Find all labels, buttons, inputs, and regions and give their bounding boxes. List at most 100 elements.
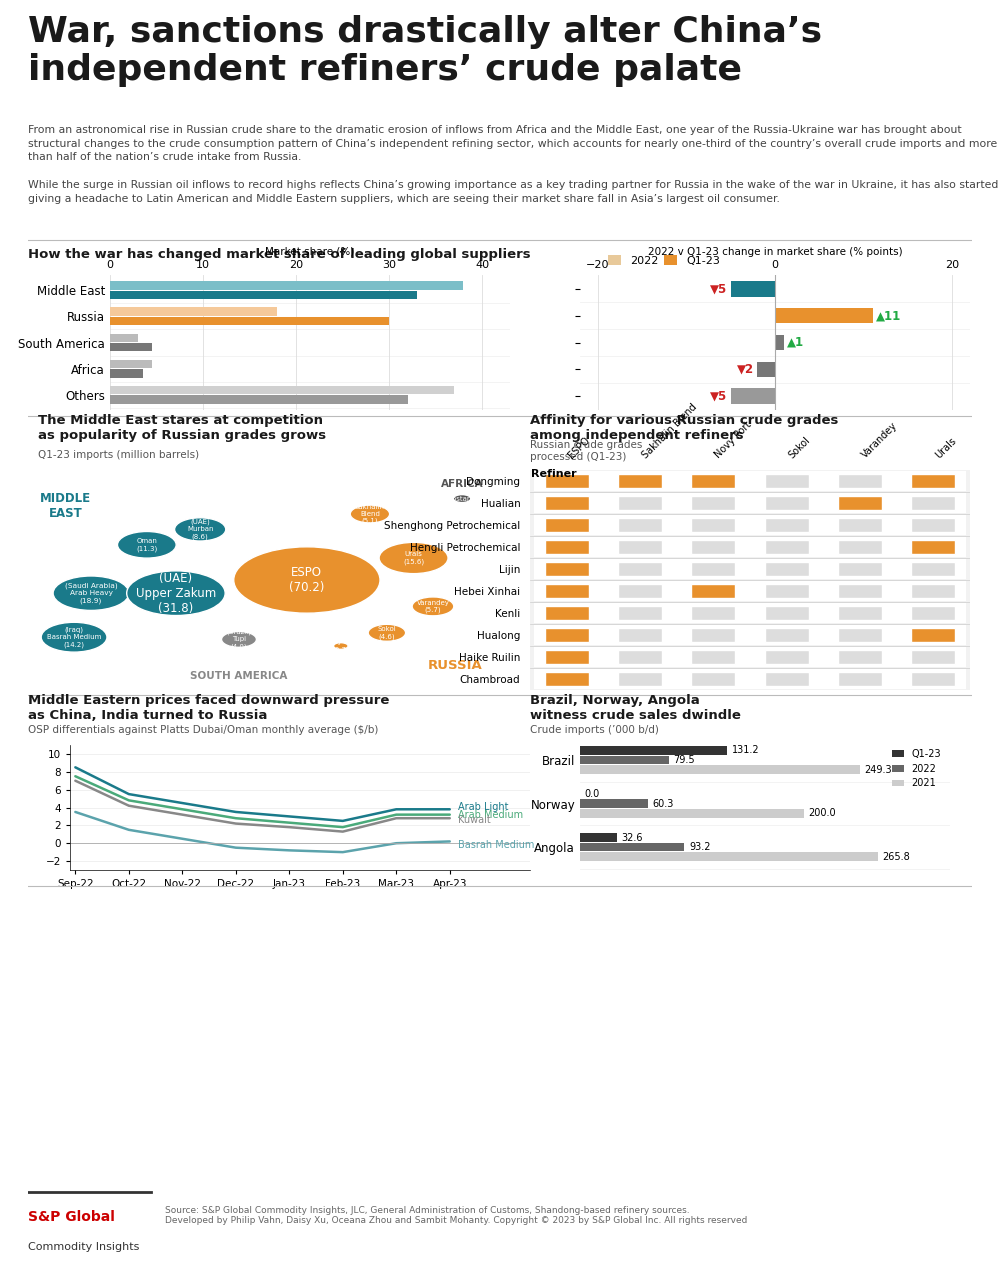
Bar xyxy=(544,672,588,686)
Bar xyxy=(838,562,882,576)
Bar xyxy=(580,765,859,774)
Circle shape xyxy=(369,625,406,641)
Bar xyxy=(618,518,662,531)
Bar xyxy=(533,581,966,600)
Text: 60.3: 60.3 xyxy=(652,799,673,809)
Bar xyxy=(533,471,966,492)
Bar xyxy=(838,518,882,531)
Bar xyxy=(764,562,808,576)
Text: 79.5: 79.5 xyxy=(673,755,695,765)
Text: OSP differentials against Platts Dubai/Oman monthly average ($/b): OSP differentials against Platts Dubai/O… xyxy=(28,724,379,735)
Text: RUSSIA: RUSSIA xyxy=(428,659,483,672)
Bar xyxy=(838,650,882,663)
Text: Crude imports (’000 b/d): Crude imports (’000 b/d) xyxy=(530,724,659,735)
Text: Source: S&P Global Commodity Insights, JLC, General Administration of Customs, S: Source: S&P Global Commodity Insights, J… xyxy=(165,1206,747,1225)
Bar xyxy=(764,607,808,620)
Bar xyxy=(764,672,808,686)
Text: Basrah Medium: Basrah Medium xyxy=(458,841,534,850)
Bar xyxy=(911,628,955,641)
Bar xyxy=(757,361,775,378)
Circle shape xyxy=(53,576,129,611)
Bar xyxy=(580,833,616,842)
Bar xyxy=(691,672,735,686)
Bar xyxy=(691,540,735,553)
Text: (UAE)
Murban
(8.6): (UAE) Murban (8.6) xyxy=(187,518,214,540)
Text: Sokol
(4.6): Sokol (4.6) xyxy=(378,626,397,640)
Bar xyxy=(580,755,669,764)
Circle shape xyxy=(127,571,225,616)
Bar xyxy=(618,540,662,553)
Bar xyxy=(691,650,735,663)
Text: AFRICA: AFRICA xyxy=(441,479,484,489)
Bar xyxy=(544,562,588,576)
Bar xyxy=(838,475,882,488)
Bar xyxy=(775,308,872,324)
Text: ▼5: ▼5 xyxy=(710,389,727,403)
Text: ▼2: ▼2 xyxy=(736,362,753,376)
Bar xyxy=(764,540,808,553)
Bar xyxy=(618,607,662,620)
Bar xyxy=(764,475,808,488)
Text: The Middle East stares at competition
as popularity of Russian grades grows: The Middle East stares at competition as… xyxy=(38,413,326,442)
Bar xyxy=(691,628,735,641)
Text: Q1-23 imports (million barrels): Q1-23 imports (million barrels) xyxy=(38,451,199,460)
Bar xyxy=(110,387,455,394)
Text: 265.8: 265.8 xyxy=(882,851,910,861)
Bar xyxy=(110,360,152,369)
Bar xyxy=(533,538,966,557)
Bar xyxy=(533,669,966,689)
Bar xyxy=(911,475,955,488)
Text: Brazil, Norway, Angola
witness crude sales dwindle: Brazil, Norway, Angola witness crude sal… xyxy=(530,694,741,722)
Bar xyxy=(911,650,955,663)
Bar xyxy=(764,518,808,531)
Bar xyxy=(911,607,955,620)
Text: Arab Medium: Arab Medium xyxy=(458,810,522,819)
Text: MIDDLE
EAST: MIDDLE EAST xyxy=(40,492,91,520)
Circle shape xyxy=(222,631,257,648)
Legend: Q1-23, 2022, 2021: Q1-23, 2022, 2021 xyxy=(888,745,945,792)
Bar xyxy=(911,585,955,598)
Circle shape xyxy=(175,518,226,541)
Text: (Angola)
Mostarda
(1.0): (Angola) Mostarda (1.0) xyxy=(446,488,479,509)
Bar xyxy=(911,540,955,553)
Bar xyxy=(110,369,143,378)
Bar xyxy=(110,282,464,289)
Text: 0.0: 0.0 xyxy=(584,788,599,799)
Bar xyxy=(838,497,882,509)
Text: Oman
(11.3): Oman (11.3) xyxy=(136,538,158,552)
Bar xyxy=(110,317,389,325)
Bar xyxy=(911,497,955,509)
Text: (Saudi Arabia)
Arab Heavy
(18.9): (Saudi Arabia) Arab Heavy (18.9) xyxy=(65,582,118,604)
Bar xyxy=(691,497,735,509)
Bar xyxy=(544,628,588,641)
Bar xyxy=(764,585,808,598)
Bar xyxy=(691,475,735,488)
Bar xyxy=(544,497,588,509)
Bar xyxy=(533,603,966,623)
Bar xyxy=(838,607,882,620)
Bar xyxy=(580,746,727,755)
Text: ▲1: ▲1 xyxy=(787,337,804,349)
Text: Urals
(15.6): Urals (15.6) xyxy=(403,552,425,564)
Bar xyxy=(838,540,882,553)
Text: Varandey
(5.7): Varandey (5.7) xyxy=(417,599,450,613)
Bar xyxy=(544,585,588,598)
Text: 93.2: 93.2 xyxy=(689,842,710,852)
Bar xyxy=(911,672,955,686)
Text: 32.6: 32.6 xyxy=(621,832,642,842)
Text: SOUTH AMERICA: SOUTH AMERICA xyxy=(190,671,288,681)
Circle shape xyxy=(454,494,471,503)
Bar xyxy=(544,607,588,620)
Circle shape xyxy=(118,531,176,558)
Bar xyxy=(764,497,808,509)
Bar xyxy=(110,291,417,300)
Bar xyxy=(618,672,662,686)
Circle shape xyxy=(334,643,348,649)
Bar xyxy=(544,475,588,488)
Text: Russian crude grades
processed (Q1-23): Russian crude grades processed (Q1-23) xyxy=(530,440,642,462)
Text: Novy Port
(0.7): Novy Port (0.7) xyxy=(324,639,358,653)
Text: 131.2: 131.2 xyxy=(731,745,759,755)
Bar xyxy=(110,396,408,404)
Bar xyxy=(533,625,966,645)
Text: S&P Global: S&P Global xyxy=(28,1210,115,1224)
